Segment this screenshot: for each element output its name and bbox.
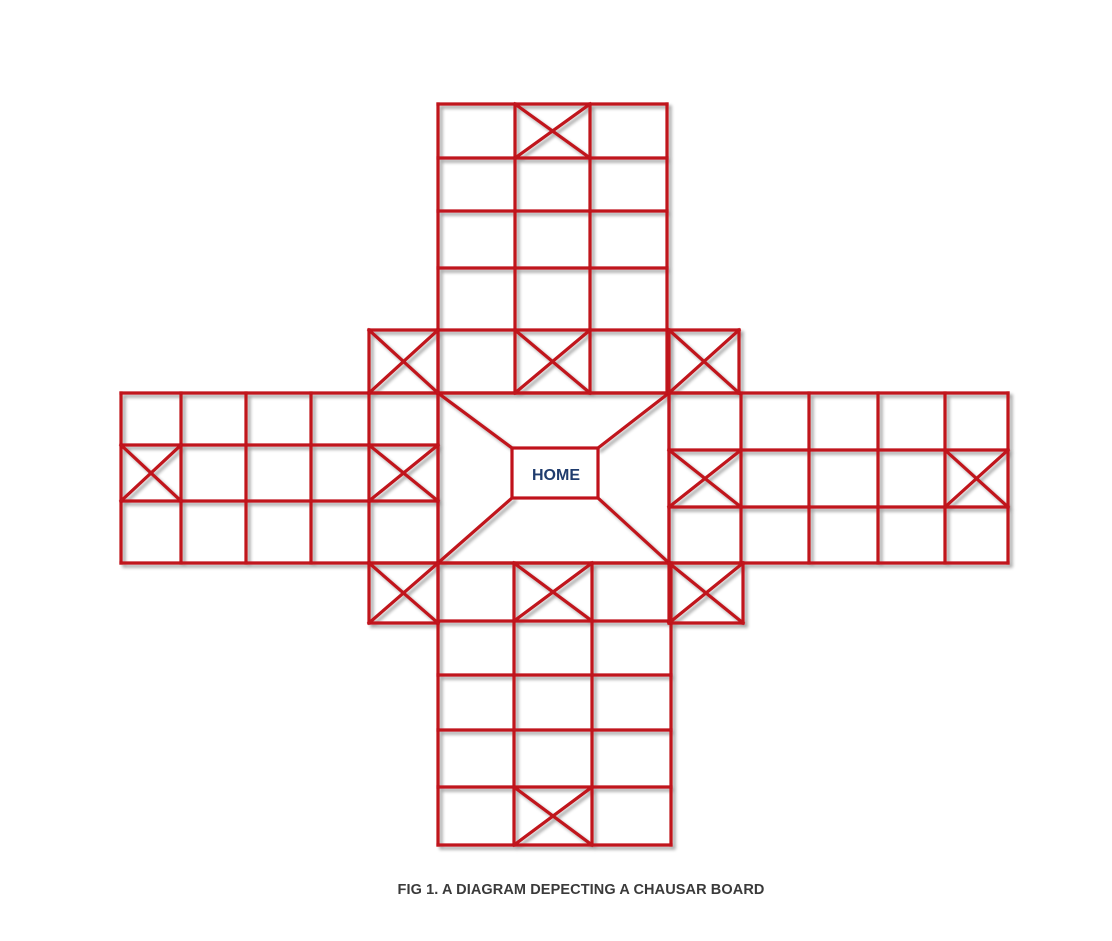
top-arm-cross-bottom-diag-b	[512, 327, 593, 396]
home-diagonal-bl	[435, 495, 515, 566]
board-grid-lines	[118, 101, 1011, 848]
corner-bottom-left-cross-diag-b	[366, 560, 441, 626]
corner-top-left-cross-diag-b	[366, 327, 441, 396]
right-arm-cross-inner-diag-b	[666, 447, 744, 510]
home-label: HOME	[532, 467, 580, 484]
bottom-arm-cross-top-diag-b	[511, 560, 595, 624]
right-arm-cross-outer-diag-b	[942, 447, 1011, 510]
left-arm-cross-inner-diag-b	[366, 442, 441, 504]
home-diagonal-br	[595, 495, 672, 566]
top-arm-cross-top-diag-b	[512, 101, 593, 161]
left-arm-cross-outer-diag-b	[118, 442, 184, 504]
home-diagonal-tl	[435, 390, 515, 451]
home-box	[510, 446, 600, 500]
figure-caption: FIG 1. A DIAGRAM DEPECTING A CHAUSAR BOA…	[397, 882, 765, 898]
corner-top-right-cross-diag-b	[666, 327, 742, 396]
corner-bottom-right-cross-diag-b	[666, 560, 746, 626]
bottom-arm-cross-bottom-diag-b	[511, 784, 595, 848]
home-diagonal-tr	[595, 390, 672, 451]
